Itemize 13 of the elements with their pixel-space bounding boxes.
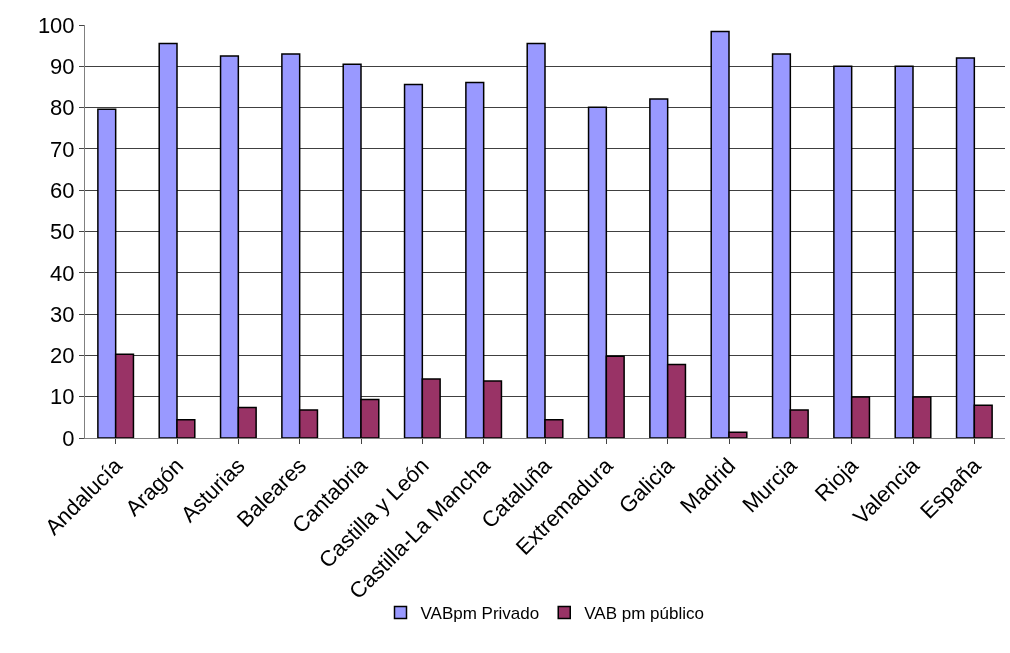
y-tick-label: 30 [50, 301, 75, 327]
legend-label: VAB pm público [584, 604, 704, 624]
y-tick-label: 20 [50, 343, 75, 369]
y-tick-label: 60 [50, 177, 75, 203]
y-tick-label: 40 [50, 260, 75, 286]
legend-label: VABpm Privado [420, 604, 540, 624]
y-tick-label: 80 [50, 95, 75, 121]
y-tick-label: 0 [62, 425, 75, 451]
y-tick-label: 70 [50, 136, 75, 162]
y-tick-label: 100 [37, 12, 75, 38]
y-tick-label: 90 [50, 54, 75, 79]
y-tick-label: 50 [50, 219, 75, 245]
y-tick-label: 10 [50, 384, 75, 410]
